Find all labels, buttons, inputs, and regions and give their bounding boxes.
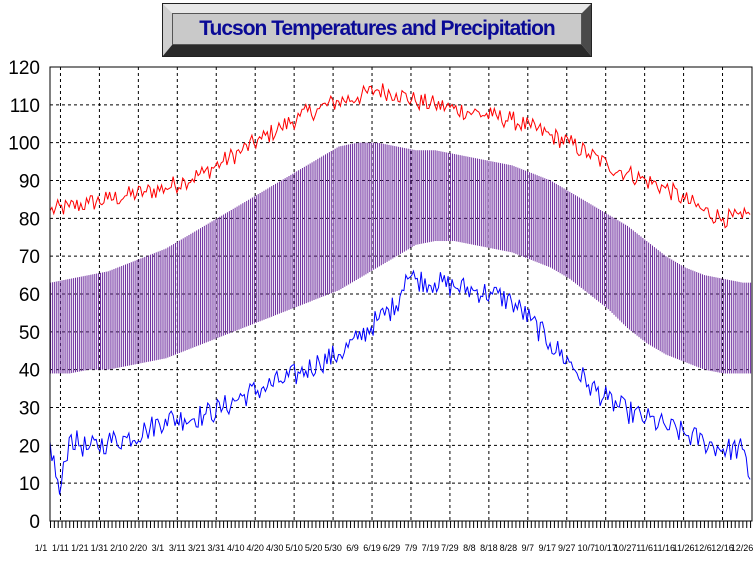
x-tick-label: 7/29	[441, 543, 459, 553]
x-tick-label: 6/9	[346, 543, 359, 553]
y-tick-label: 90	[19, 172, 40, 193]
y-tick-label: 80	[19, 209, 40, 230]
x-tick-label: 3/31	[207, 543, 225, 553]
x-tick-label: 8/8	[463, 543, 476, 553]
x-tick-label: 10/17	[594, 543, 617, 553]
x-tick-label: 3/11	[169, 543, 186, 553]
y-tick-label: 120	[8, 58, 40, 79]
x-tick-label: 12/6	[694, 543, 712, 553]
chart-title-box: Tucson Temperatures and Precipitation	[162, 3, 592, 57]
x-tick-label: 11/26	[673, 543, 695, 553]
x-tick-label: 4/20	[246, 543, 264, 553]
x-tick-label: 5/30	[324, 543, 342, 553]
x-tick-label: 6/29	[383, 543, 401, 553]
y-tick-label: 110	[10, 96, 40, 117]
x-tick-label: 8/18	[480, 543, 498, 553]
y-tick-label: 30	[19, 399, 40, 420]
record-high-line	[49, 83, 751, 229]
x-tick-label: 11/16	[653, 543, 675, 553]
x-tick-label: 4/10	[227, 543, 245, 553]
y-axis-ticks: 0 10 20 30 40 50 60 70 80 90 100 110 120	[8, 58, 40, 533]
x-tick-label: 12/26	[731, 543, 754, 553]
normal-range-band	[50, 142, 752, 374]
x-tick-label: 2/20	[130, 543, 148, 553]
x-tick-label: 4/30	[266, 543, 284, 553]
x-tick-label: 9/17	[539, 543, 557, 553]
x-tick-label: 3/21	[188, 543, 206, 553]
title-bevel-frame	[162, 3, 592, 57]
x-tick-label: 10/7	[577, 543, 595, 553]
y-tick-label: 20	[19, 436, 40, 457]
x-tick-label: 1/11	[52, 543, 69, 553]
y-tick-label: 10	[19, 474, 40, 495]
x-tick-label: 2/10	[110, 543, 128, 553]
x-axis-minor-ticks	[50, 521, 752, 528]
y-tick-label: 50	[19, 323, 40, 344]
series-lines	[49, 83, 751, 495]
x-tick-label: 8/28	[500, 543, 518, 553]
x-tick-label: 1/1	[35, 543, 48, 553]
y-tick-label: 0	[29, 512, 40, 533]
x-tick-label: 10/27	[614, 543, 637, 553]
x-tick-label: 9/27	[558, 543, 576, 553]
x-tick-label: 1/21	[71, 543, 89, 553]
x-tick-label: 3/1	[152, 543, 165, 553]
title-panel: Tucson Temperatures and Precipitation	[172, 13, 582, 45]
record-low-line	[49, 269, 751, 495]
x-tick-label: 12/16	[711, 543, 734, 553]
x-tick-label: 5/20	[305, 543, 323, 553]
y-tick-label: 40	[19, 361, 40, 382]
x-tick-label: 6/19	[363, 543, 381, 553]
x-tick-label: 11/6	[636, 543, 653, 553]
x-tick-label: 1/31	[91, 543, 109, 553]
chart-title: Tucson Temperatures and Precipitation	[199, 17, 555, 40]
y-tick-label: 100	[8, 134, 40, 155]
y-tick-label: 70	[19, 247, 40, 268]
y-tick-label: 60	[19, 285, 40, 306]
x-tick-label: 9/7	[522, 543, 535, 553]
x-tick-label: 7/9	[405, 543, 418, 553]
grid-lines	[50, 67, 752, 521]
x-tick-label: 7/19	[422, 543, 440, 553]
x-tick-label: 5/10	[285, 543, 303, 553]
x-axis-tick-labels: 1/1 1/11 1/21 1/31 2/10 2/20 3/1 3/11 3/21 3/31 4/…	[35, 543, 754, 553]
